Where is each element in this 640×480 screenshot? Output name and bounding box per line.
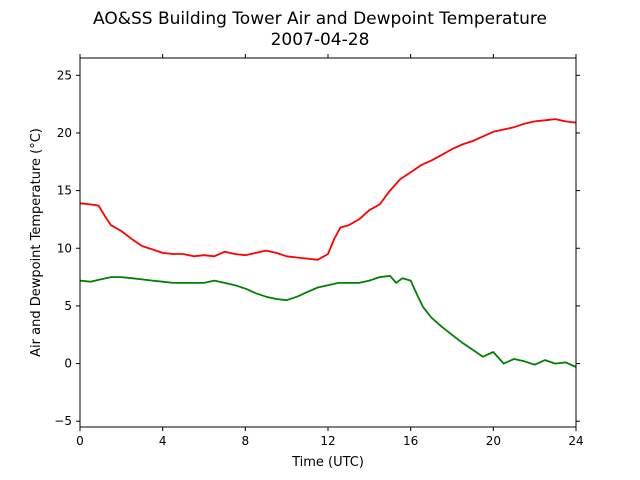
series-line-2 [79, 275, 577, 368]
x-tick-label: 0 [76, 434, 84, 448]
chart-title: AO&SS Building Tower Air and Dewpoint Te… [92, 9, 547, 29]
x-tick-label: 4 [159, 434, 167, 448]
y-tick-label: 15 [57, 184, 72, 198]
y-tick-label: 5 [64, 299, 72, 313]
x-tick-label: 16 [403, 434, 418, 448]
y-tick-label: 25 [57, 68, 72, 82]
y-axis-label: Air and Dewpoint Temperature (°C) [29, 128, 44, 357]
tick-layer: 0 4 8 12 16 20 24 −5 0 5 10 15 20 25 [54, 54, 584, 448]
series-layer [79, 118, 577, 368]
series-line-1 [79, 118, 577, 261]
y-tick-label: 10 [57, 241, 72, 255]
y-tick-label: −5 [54, 414, 72, 428]
x-tick-label: 8 [242, 434, 250, 448]
x-tick-label: 24 [568, 434, 583, 448]
x-tick-label: 20 [486, 434, 501, 448]
y-tick-label: 20 [57, 126, 72, 140]
y-tick-label: 0 [64, 357, 72, 371]
x-axis-label: Time (UTC) [291, 455, 364, 470]
x-tick-label: 12 [320, 434, 335, 448]
chart-subtitle: 2007-04-28 [270, 30, 370, 50]
plot-frame [79, 57, 577, 428]
